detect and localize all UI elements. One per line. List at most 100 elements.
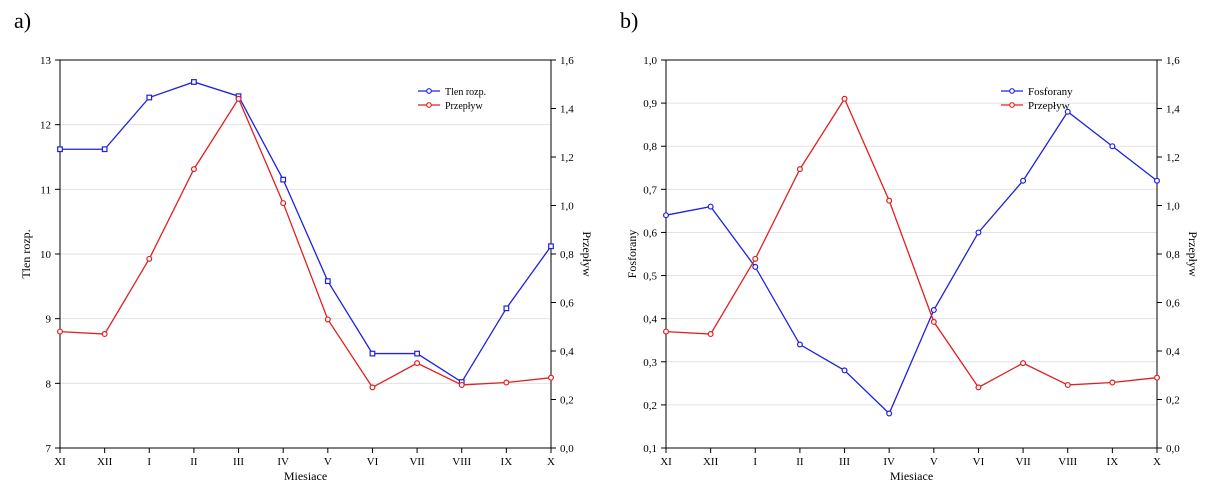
- data-point: [146, 94, 153, 101]
- chart-b: 0,1 0,2 0,3 0,4 0,5 0,6 0,7 0,8 0,9 1,0 0,0 0,2 0,4 0…: [625, 55, 1200, 483]
- y-right-tick-label: 1,0: [560, 201, 574, 213]
- plot-frame: [59, 59, 552, 449]
- series-line: [665, 97, 1158, 389]
- y-right-tick-label: 0,0: [1166, 443, 1180, 455]
- x-tick-label: I: [753, 456, 757, 468]
- legend-label: Przepływ: [1028, 100, 1070, 112]
- y-left-tick-label: 11: [40, 184, 51, 196]
- data-point: [886, 410, 893, 417]
- data-point: [369, 350, 376, 357]
- data-point: [414, 350, 420, 357]
- y-left-tick-label: 0,5: [643, 271, 657, 283]
- data-point: [324, 278, 331, 285]
- data-point: [191, 79, 197, 85]
- data-point: [414, 360, 421, 367]
- data-point: [1064, 108, 1071, 115]
- data-point: [369, 384, 376, 391]
- data-point: [975, 229, 982, 236]
- x-tick-label: IV: [277, 456, 289, 468]
- data-point: [57, 146, 63, 153]
- data-point: [1020, 177, 1027, 184]
- data-point: [547, 374, 554, 381]
- y-left-tick-label: 13: [40, 55, 52, 67]
- plot-frame: [665, 59, 1158, 449]
- y-left-tick-label: 0,3: [643, 357, 657, 369]
- x-tick-label: III: [839, 456, 850, 468]
- x-tick-label: XII: [703, 456, 719, 468]
- data-point: [707, 203, 714, 210]
- data-point: [975, 384, 982, 391]
- legend-label: Fosforany: [1028, 86, 1073, 98]
- x-tick-label: VIII: [1058, 456, 1077, 468]
- x-tick-label: IV: [883, 456, 895, 468]
- legend-marker: [1009, 88, 1015, 94]
- y-left-tick-label: 8: [46, 378, 52, 390]
- data-point: [324, 316, 331, 323]
- x-tick-label: XI: [54, 456, 66, 468]
- data-point: [1153, 177, 1160, 184]
- data-point: [662, 212, 669, 219]
- y-right-tick-label: 1,6: [1166, 55, 1180, 67]
- data-point: [841, 367, 848, 374]
- y-right-tick-label: 1,2: [560, 152, 574, 164]
- x-tick-label: III: [233, 456, 244, 468]
- data-point: [796, 341, 803, 348]
- legend-marker: [426, 102, 432, 108]
- x-tick-label: VI: [973, 456, 985, 468]
- y-left-tick-label: 0,6: [643, 227, 657, 239]
- y-right-tick-label: 0,8: [1166, 249, 1180, 261]
- y-right-tick-label: 0,4: [560, 346, 574, 358]
- y-left-tick-label: 0,9: [643, 98, 657, 110]
- data-point: [56, 328, 63, 335]
- y-left-tick-label: 0,7: [643, 184, 657, 196]
- x-tick-label: I: [147, 456, 151, 468]
- legend-marker: [1009, 102, 1015, 108]
- data-point: [503, 305, 510, 312]
- y-left-axis-label: Fosforany: [625, 230, 639, 279]
- y-right-tick-label: 1,2: [1166, 152, 1180, 164]
- x-tick-label: V: [930, 456, 938, 468]
- data-point: [930, 307, 937, 314]
- x-tick-label: IX: [501, 456, 513, 468]
- series-line: [60, 81, 552, 383]
- x-tick-label: VII: [409, 456, 425, 468]
- data-point: [1064, 381, 1071, 388]
- x-axis-label: Miesiace: [890, 469, 933, 483]
- y-left-axis-label: Tlen rozp.: [19, 229, 33, 278]
- legend-label: Przepływ: [445, 101, 484, 112]
- panel-a-tag: a): [14, 8, 32, 33]
- y-right-axis-label: Przepływ: [580, 231, 594, 277]
- legend-marker: [426, 88, 432, 94]
- y-left-tick-label: 0,8: [643, 141, 657, 153]
- data-point: [1153, 374, 1160, 381]
- data-point: [101, 331, 108, 338]
- chart-a: 789101112130,00,20,40,60,81,01,21,41,6XI…: [19, 55, 594, 483]
- data-point: [101, 146, 108, 153]
- y-right-tick-label: 0,2: [560, 395, 574, 407]
- data-point: [752, 263, 759, 270]
- data-point: [548, 243, 554, 250]
- panel-b-tag: b): [620, 8, 639, 33]
- y-left-tick-label: 7: [46, 443, 52, 455]
- x-axis-label: Miesiace: [284, 469, 327, 483]
- y-right-tick-label: 1,0: [1166, 201, 1180, 213]
- y-right-tick-label: 0,8: [560, 249, 574, 261]
- y-left-tick-label: 0,1: [643, 443, 657, 455]
- data-point: [1020, 360, 1027, 367]
- x-tick-label: V: [324, 456, 332, 468]
- y-left-tick-label: 9: [46, 314, 52, 326]
- legend-label: Tlen rozp.: [445, 87, 486, 98]
- y-right-tick-label: 0,2: [1166, 395, 1180, 407]
- x-tick-label: II: [796, 456, 804, 468]
- y-right-axis-label: Przepływ: [1186, 231, 1200, 277]
- data-point: [190, 166, 197, 173]
- data-point: [886, 197, 893, 204]
- y-right-tick-label: 0,6: [560, 298, 574, 310]
- y-right-tick-label: 0,0: [560, 443, 574, 455]
- x-tick-label: X: [1153, 456, 1161, 468]
- x-tick-label: X: [547, 456, 555, 468]
- data-point: [235, 95, 242, 102]
- series-line: [665, 110, 1158, 415]
- data-point: [752, 255, 759, 262]
- y-left-tick-label: 0,4: [643, 314, 657, 326]
